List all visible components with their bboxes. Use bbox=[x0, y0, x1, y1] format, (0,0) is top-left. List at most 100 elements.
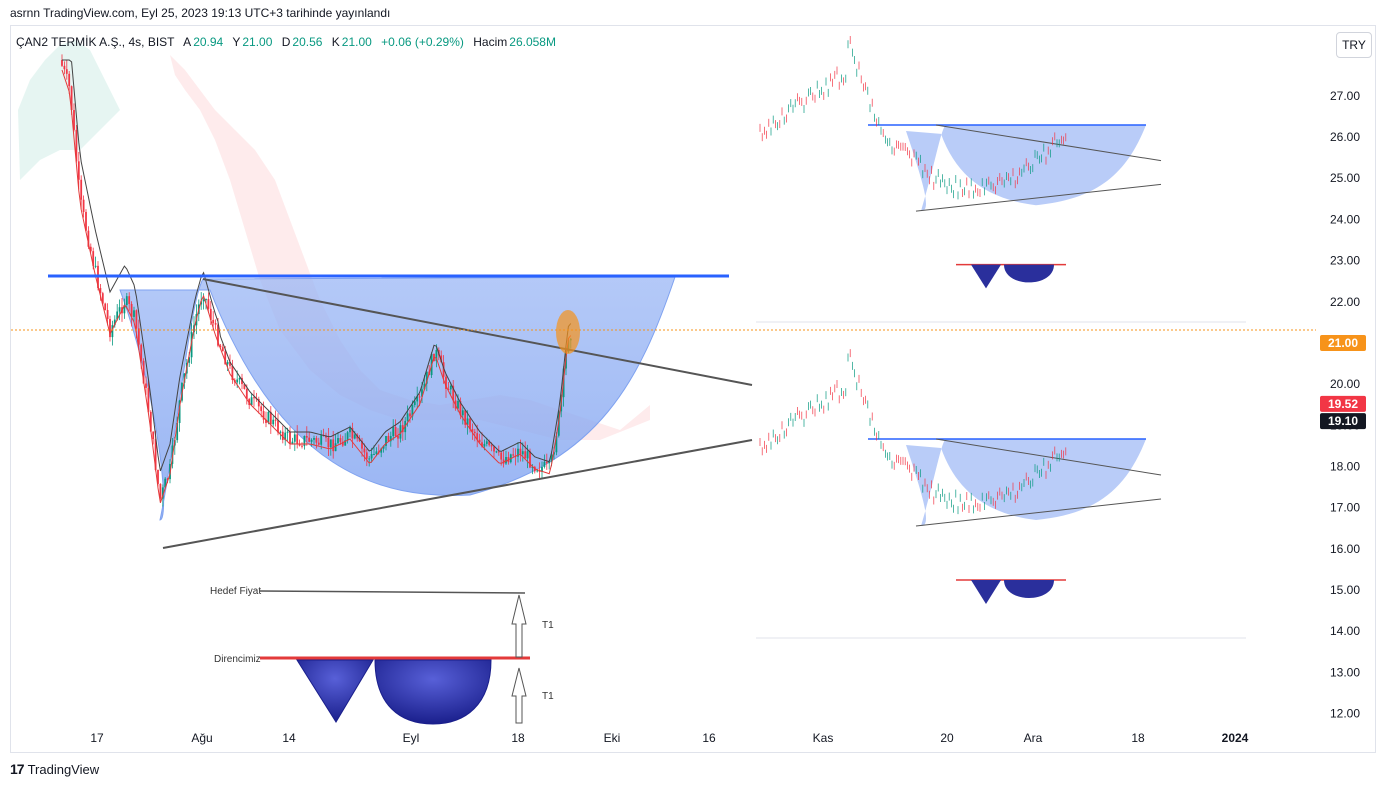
candle-body bbox=[236, 379, 239, 383]
candle-body bbox=[82, 199, 85, 212]
candle-body bbox=[219, 345, 222, 348]
candle-body bbox=[394, 426, 397, 437]
inset-diagram-cone bbox=[971, 264, 1001, 289]
publish-caption: asrnn TradingView.com, Eyl 25, 2023 19:1… bbox=[10, 6, 391, 20]
candle-body bbox=[536, 470, 539, 472]
time-axis[interactable]: 17 Ağu 14 Eyl 18 Eki 16 Kas 20 Ara 18 2024 bbox=[90, 731, 1248, 745]
candle-body bbox=[406, 413, 409, 421]
candle-body bbox=[541, 466, 543, 472]
upper-trendline[interactable] bbox=[202, 278, 753, 386]
candle-body bbox=[411, 405, 414, 417]
candle-body bbox=[85, 211, 87, 231]
tradingview-brand: TradingView bbox=[27, 761, 100, 777]
candle-body bbox=[363, 448, 366, 453]
candle-body bbox=[469, 418, 471, 430]
candle-body bbox=[65, 69, 68, 74]
lower-trendline[interactable] bbox=[162, 439, 753, 549]
candle-body bbox=[226, 361, 229, 365]
candle-body bbox=[111, 325, 114, 338]
open-value: A 20.94 bbox=[183, 35, 224, 49]
candle-body bbox=[332, 439, 335, 452]
candle-body bbox=[315, 438, 318, 443]
currency-button[interactable]: TRY bbox=[1336, 32, 1372, 58]
candle-body bbox=[531, 466, 534, 468]
target-diagram bbox=[259, 590, 530, 725]
candle-body bbox=[70, 86, 73, 111]
candle-body bbox=[483, 443, 486, 447]
candle-body bbox=[106, 310, 109, 320]
candle-body bbox=[250, 397, 253, 406]
candle-body bbox=[202, 299, 205, 302]
price-label: 19.10 bbox=[1320, 413, 1366, 430]
candle-body bbox=[229, 361, 231, 366]
candle-body bbox=[68, 73, 71, 87]
price-axis-tick: 25.00 bbox=[1330, 171, 1360, 185]
candle-body bbox=[524, 451, 527, 459]
price-axis-tick: 17.00 bbox=[1330, 501, 1360, 515]
candle-body bbox=[497, 451, 500, 453]
time-axis-tick: Ağu bbox=[191, 731, 212, 745]
symbol-name[interactable]: ÇAN2 TERMİK A.Ş., 4s, BIST bbox=[16, 35, 175, 49]
candle-body bbox=[325, 435, 327, 438]
candle-body bbox=[555, 435, 558, 453]
inset-lower-trendline bbox=[915, 183, 1162, 212]
price-axis-tick: 24.00 bbox=[1330, 212, 1360, 226]
candle-body bbox=[361, 440, 363, 449]
candle-body bbox=[550, 454, 553, 462]
candle-body bbox=[128, 296, 131, 304]
candle-body bbox=[291, 441, 294, 444]
resistance-label: Direncimiz bbox=[214, 654, 261, 665]
candle-body bbox=[529, 451, 531, 468]
candle-body bbox=[440, 355, 443, 363]
candle-body bbox=[279, 431, 282, 433]
candle-body bbox=[327, 437, 330, 448]
candle-body bbox=[493, 446, 495, 452]
candle-body bbox=[212, 319, 215, 324]
change-value: +0.06 (+0.29%) bbox=[381, 35, 464, 49]
tradingview-logo[interactable]: 17 TradingView bbox=[10, 761, 99, 777]
ichimoku-cloud bbox=[18, 40, 650, 440]
target-price-label: Hedef Fiyat bbox=[210, 586, 261, 597]
candle-body bbox=[353, 434, 356, 439]
candle-body bbox=[310, 439, 313, 442]
candle-body bbox=[245, 388, 248, 399]
candle-body bbox=[301, 445, 303, 447]
candle-body bbox=[389, 436, 392, 442]
time-axis-tick: 20 bbox=[940, 731, 954, 745]
candle-body bbox=[387, 435, 390, 442]
candle-body bbox=[130, 303, 133, 317]
candle-body bbox=[526, 451, 529, 459]
time-axis-tick: 16 bbox=[702, 731, 716, 745]
candle-body bbox=[478, 439, 481, 443]
price-axis-tick: 27.00 bbox=[1330, 89, 1360, 103]
close-value: K 21.00 bbox=[331, 35, 372, 49]
price-label: 21.00 bbox=[1320, 334, 1366, 351]
candle-body bbox=[231, 365, 234, 380]
time-axis-tick: 2024 bbox=[1222, 731, 1249, 745]
time-axis-tick: Kas bbox=[813, 731, 834, 745]
moving-average-slow bbox=[62, 59, 572, 472]
candle-body bbox=[401, 425, 404, 433]
inset-diagram-bowl bbox=[1004, 580, 1054, 598]
candle-body bbox=[425, 371, 428, 384]
price-axis-tick: 26.00 bbox=[1330, 130, 1360, 144]
candle-body bbox=[109, 319, 111, 338]
price-axis-tick: 16.00 bbox=[1330, 542, 1360, 556]
candle-body bbox=[461, 410, 464, 416]
candle-body bbox=[459, 400, 462, 416]
candle-body bbox=[481, 442, 483, 447]
candle-body bbox=[281, 431, 284, 441]
price-labels: 21.00 19.52 19.10 bbox=[1320, 334, 1366, 430]
candle-body bbox=[205, 299, 207, 301]
candle-body bbox=[447, 389, 450, 391]
price-axis-tick: 12.00 bbox=[1330, 707, 1360, 721]
candle-body bbox=[104, 303, 107, 311]
candle-body bbox=[101, 293, 104, 304]
candle-body bbox=[298, 443, 301, 446]
candle-body bbox=[452, 385, 455, 401]
candle-body bbox=[423, 383, 426, 390]
inset-upper-trendline bbox=[935, 438, 1162, 476]
price-axis-tick: 20.00 bbox=[1330, 377, 1360, 391]
candle-body bbox=[221, 347, 224, 352]
